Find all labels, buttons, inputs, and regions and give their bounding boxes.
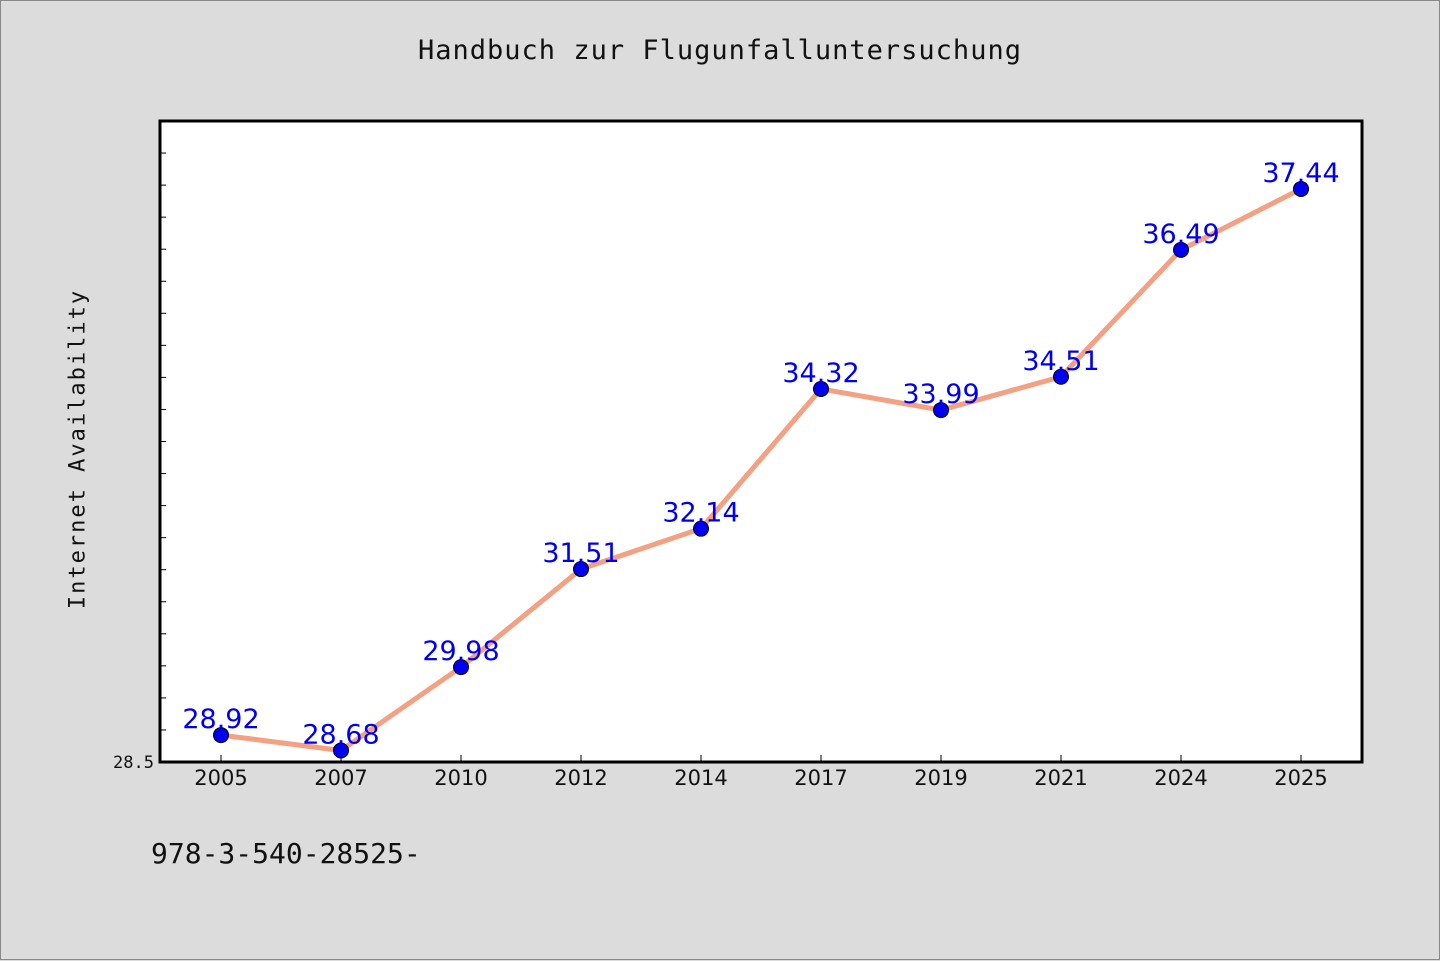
data-label: 34.32 <box>782 358 859 389</box>
x-tick-label: 2005 <box>194 766 247 790</box>
x-tick-label: 2012 <box>554 766 607 790</box>
data-label: 28.92 <box>182 704 259 735</box>
data-label: 31.51 <box>542 538 619 569</box>
data-label: 32.14 <box>662 498 739 529</box>
data-point <box>453 659 469 676</box>
x-tick-label: 2024 <box>1154 766 1207 790</box>
data-point <box>693 520 709 537</box>
data-point <box>1053 368 1069 385</box>
x-axis-tick-labels: 2005 2007 2010 2012 2014 2017 2019 2021 2024 2025 <box>194 766 1327 790</box>
chart-title: Handbuch zur Flugunfalluntersuchung <box>418 35 1022 66</box>
x-tick-label: 2019 <box>914 766 967 790</box>
data-point <box>333 742 349 759</box>
data-point <box>933 402 949 419</box>
series-line <box>220 186 1303 753</box>
x-tick-label: 2025 <box>1274 766 1327 790</box>
data-label: 36.49 <box>1142 219 1219 250</box>
data-point <box>573 561 589 578</box>
data-label: 29.98 <box>422 636 499 667</box>
y-axis-ticks <box>160 120 166 763</box>
data-label: 28.68 <box>302 719 379 750</box>
x-tick-label: 2010 <box>434 766 487 790</box>
x-tick-label: 2021 <box>1034 766 1087 790</box>
isbn-code: 978-3-540-28525- <box>151 837 421 870</box>
x-tick-label: 2014 <box>674 766 727 790</box>
x-tick-label: 2017 <box>794 766 847 790</box>
y-axis-tick-labels: 28.5 <box>113 753 154 773</box>
data-point <box>1293 180 1309 197</box>
y-tick-label: 28.5 <box>113 753 154 773</box>
data-point <box>1173 241 1189 258</box>
data-point <box>813 380 829 397</box>
data-markers <box>213 180 1309 759</box>
data-point <box>213 727 229 744</box>
x-tick-label: 2007 <box>314 766 367 790</box>
data-label: 33.99 <box>902 379 979 410</box>
data-labels: 28.92 28.68 29.98 31.51 32.14 34.32 33.99 34.51… <box>182 158 1339 751</box>
data-label: 37.44 <box>1262 158 1339 189</box>
data-label: 34.51 <box>1022 346 1099 377</box>
plot-area <box>158 119 1364 764</box>
